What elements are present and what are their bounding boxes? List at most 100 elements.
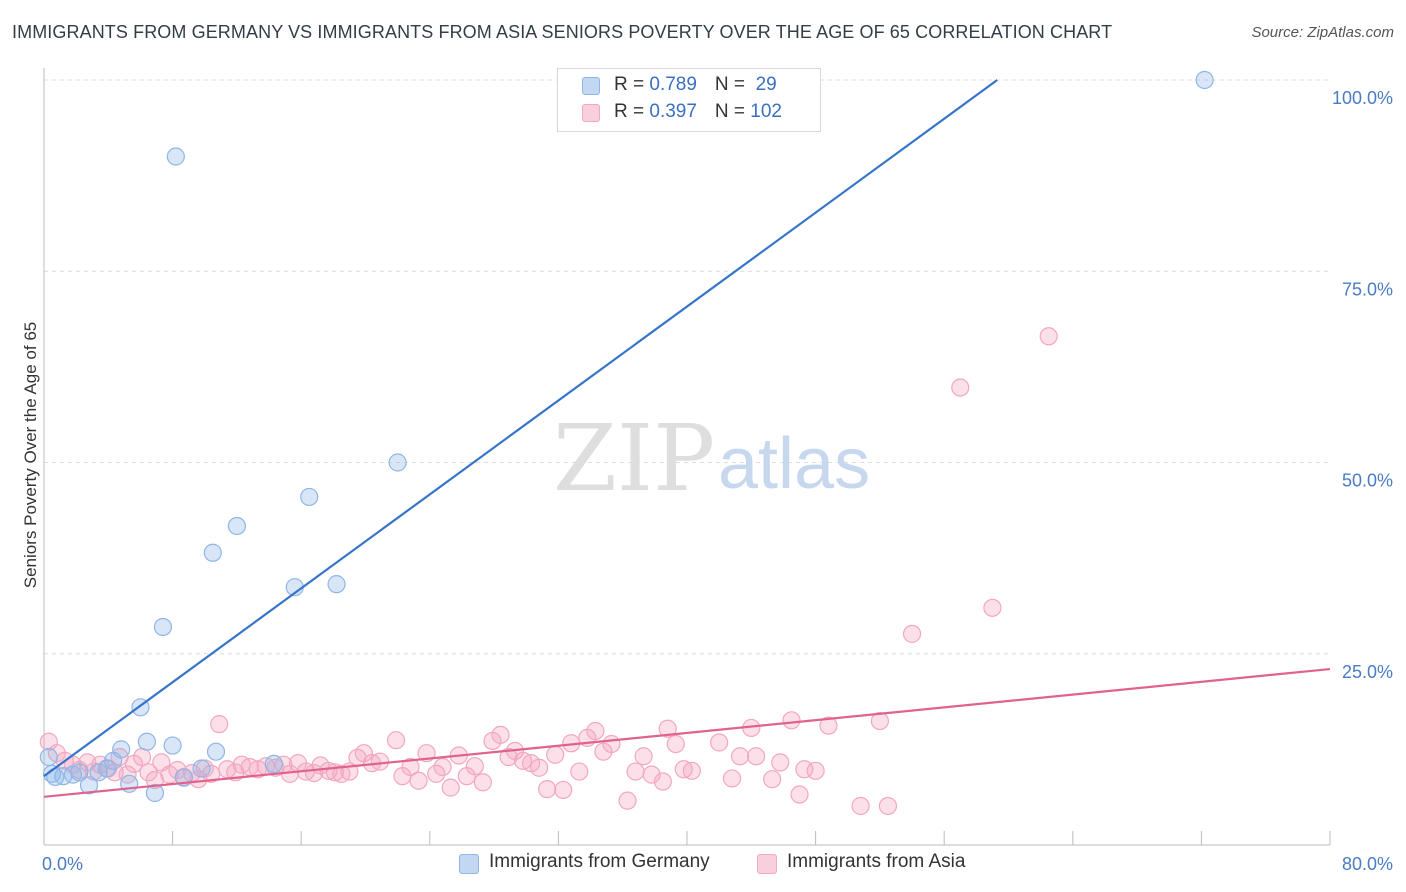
legend-swatch-asia	[582, 104, 600, 122]
trendline-germany	[43, 79, 998, 778]
legend-n-label: N =	[714, 101, 751, 122]
axes	[43, 68, 1331, 846]
tick-labels: 25.0% 50.0% 75.0% 100.0% 0.0% 80.0%	[42, 88, 1393, 874]
bottom-legend-swatch-germany	[459, 854, 479, 874]
point-asia	[634, 747, 653, 766]
point-asia	[427, 764, 446, 783]
legend-r-value: 0.789	[649, 74, 697, 95]
source-label: Source: ZipAtlas.com	[1251, 24, 1394, 41]
point-asia	[710, 733, 729, 752]
chart-title: IMMIGRANTS FROM GERMANY VS IMMIGRANTS FR…	[12, 22, 1113, 42]
point-asia	[118, 765, 137, 784]
point-asia	[465, 757, 484, 776]
legend-swatch-germany	[582, 77, 600, 95]
point-germany	[137, 732, 156, 751]
point-asia	[819, 716, 838, 735]
point-asia	[790, 785, 809, 804]
point-asia	[546, 745, 565, 764]
point-asia	[666, 734, 685, 754]
point-asia	[851, 796, 870, 816]
y-tick-label: 100.0%	[1332, 88, 1393, 108]
point-germany	[1195, 70, 1214, 90]
point-germany	[153, 617, 173, 637]
trendline-asia	[43, 667, 1331, 798]
stats-legend: R = 0.789 N = 29 R = 0.397 N = 102	[557, 68, 821, 132]
y-tick-label: 25.0%	[1342, 662, 1393, 682]
point-asia	[538, 780, 557, 799]
point-germany	[300, 487, 319, 507]
x-tick-label: 0.0%	[42, 854, 83, 874]
point-asia	[658, 719, 677, 738]
point-asia	[386, 731, 406, 750]
point-germany	[264, 754, 283, 774]
point-germany	[388, 453, 407, 472]
point-asia	[771, 753, 790, 772]
legend-n-label: N =	[714, 74, 751, 95]
point-asia	[210, 715, 229, 734]
point-germany	[206, 742, 226, 761]
point-asia	[441, 778, 460, 797]
point-asia	[401, 757, 420, 777]
bottom-legend-label-germany: Immigrants from Germany	[489, 851, 710, 872]
point-asia	[132, 747, 152, 767]
point-asia	[682, 761, 701, 780]
point-asia	[473, 773, 492, 792]
point-asia	[983, 598, 1002, 617]
point-asia	[653, 772, 672, 791]
point-asia	[902, 624, 922, 643]
point-germany	[70, 763, 89, 782]
point-asia	[763, 770, 782, 789]
bottom-legend-swatch-asia	[757, 854, 777, 874]
point-asia	[530, 758, 549, 777]
germany-points	[39, 70, 1214, 803]
point-asia	[602, 734, 621, 754]
legend-r-label: R =	[614, 101, 650, 122]
point-asia	[730, 747, 750, 766]
point-germany	[145, 783, 165, 803]
legend-r-label: R =	[614, 74, 650, 95]
point-germany	[192, 759, 211, 778]
point-germany	[39, 747, 58, 767]
point-asia	[782, 711, 801, 730]
point-asia	[870, 711, 890, 731]
point-asia	[618, 791, 637, 810]
point-germany	[79, 776, 99, 795]
point-asia	[554, 780, 573, 800]
point-asia	[570, 762, 589, 781]
point-asia	[586, 721, 605, 741]
point-asia	[626, 762, 645, 781]
watermark-atlas: atlas	[718, 424, 870, 504]
legend-r-value: 0.397	[649, 101, 697, 122]
trendlines	[43, 79, 1331, 798]
point-asia	[370, 752, 390, 771]
point-germany	[227, 516, 246, 536]
watermark-zip: ZIP	[553, 405, 715, 512]
bottom-legend-label-asia: Immigrants from Asia	[787, 851, 966, 872]
grid-lines	[44, 79, 1330, 655]
point-asia	[1039, 327, 1058, 346]
x-tick-label: 80.0%	[1342, 854, 1393, 874]
point-germany	[327, 575, 346, 594]
legend-text-asia: R = 0.397 N = 102	[614, 101, 782, 123]
legend-n-value: 29	[750, 74, 777, 95]
point-germany	[42, 764, 62, 783]
point-asia	[642, 765, 661, 784]
legend-n-value: 102	[750, 101, 782, 122]
point-germany	[163, 736, 182, 755]
point-asia	[806, 761, 825, 780]
point-asia	[491, 725, 510, 744]
point-asia	[747, 747, 766, 766]
point-asia	[433, 757, 452, 777]
y-axis-label: Seniors Poverty Over the Age of 65	[21, 322, 40, 588]
point-asia	[878, 796, 898, 816]
point-germany	[203, 543, 222, 562]
y-tick-label: 75.0%	[1342, 279, 1393, 299]
point-asia	[722, 769, 742, 788]
asia-points	[39, 327, 1058, 816]
point-germany	[166, 147, 185, 166]
point-asia	[951, 378, 970, 397]
point-germany	[112, 740, 131, 759]
point-asia	[409, 771, 428, 790]
legend-text-germany: R = 0.789 N = 29	[614, 74, 777, 96]
